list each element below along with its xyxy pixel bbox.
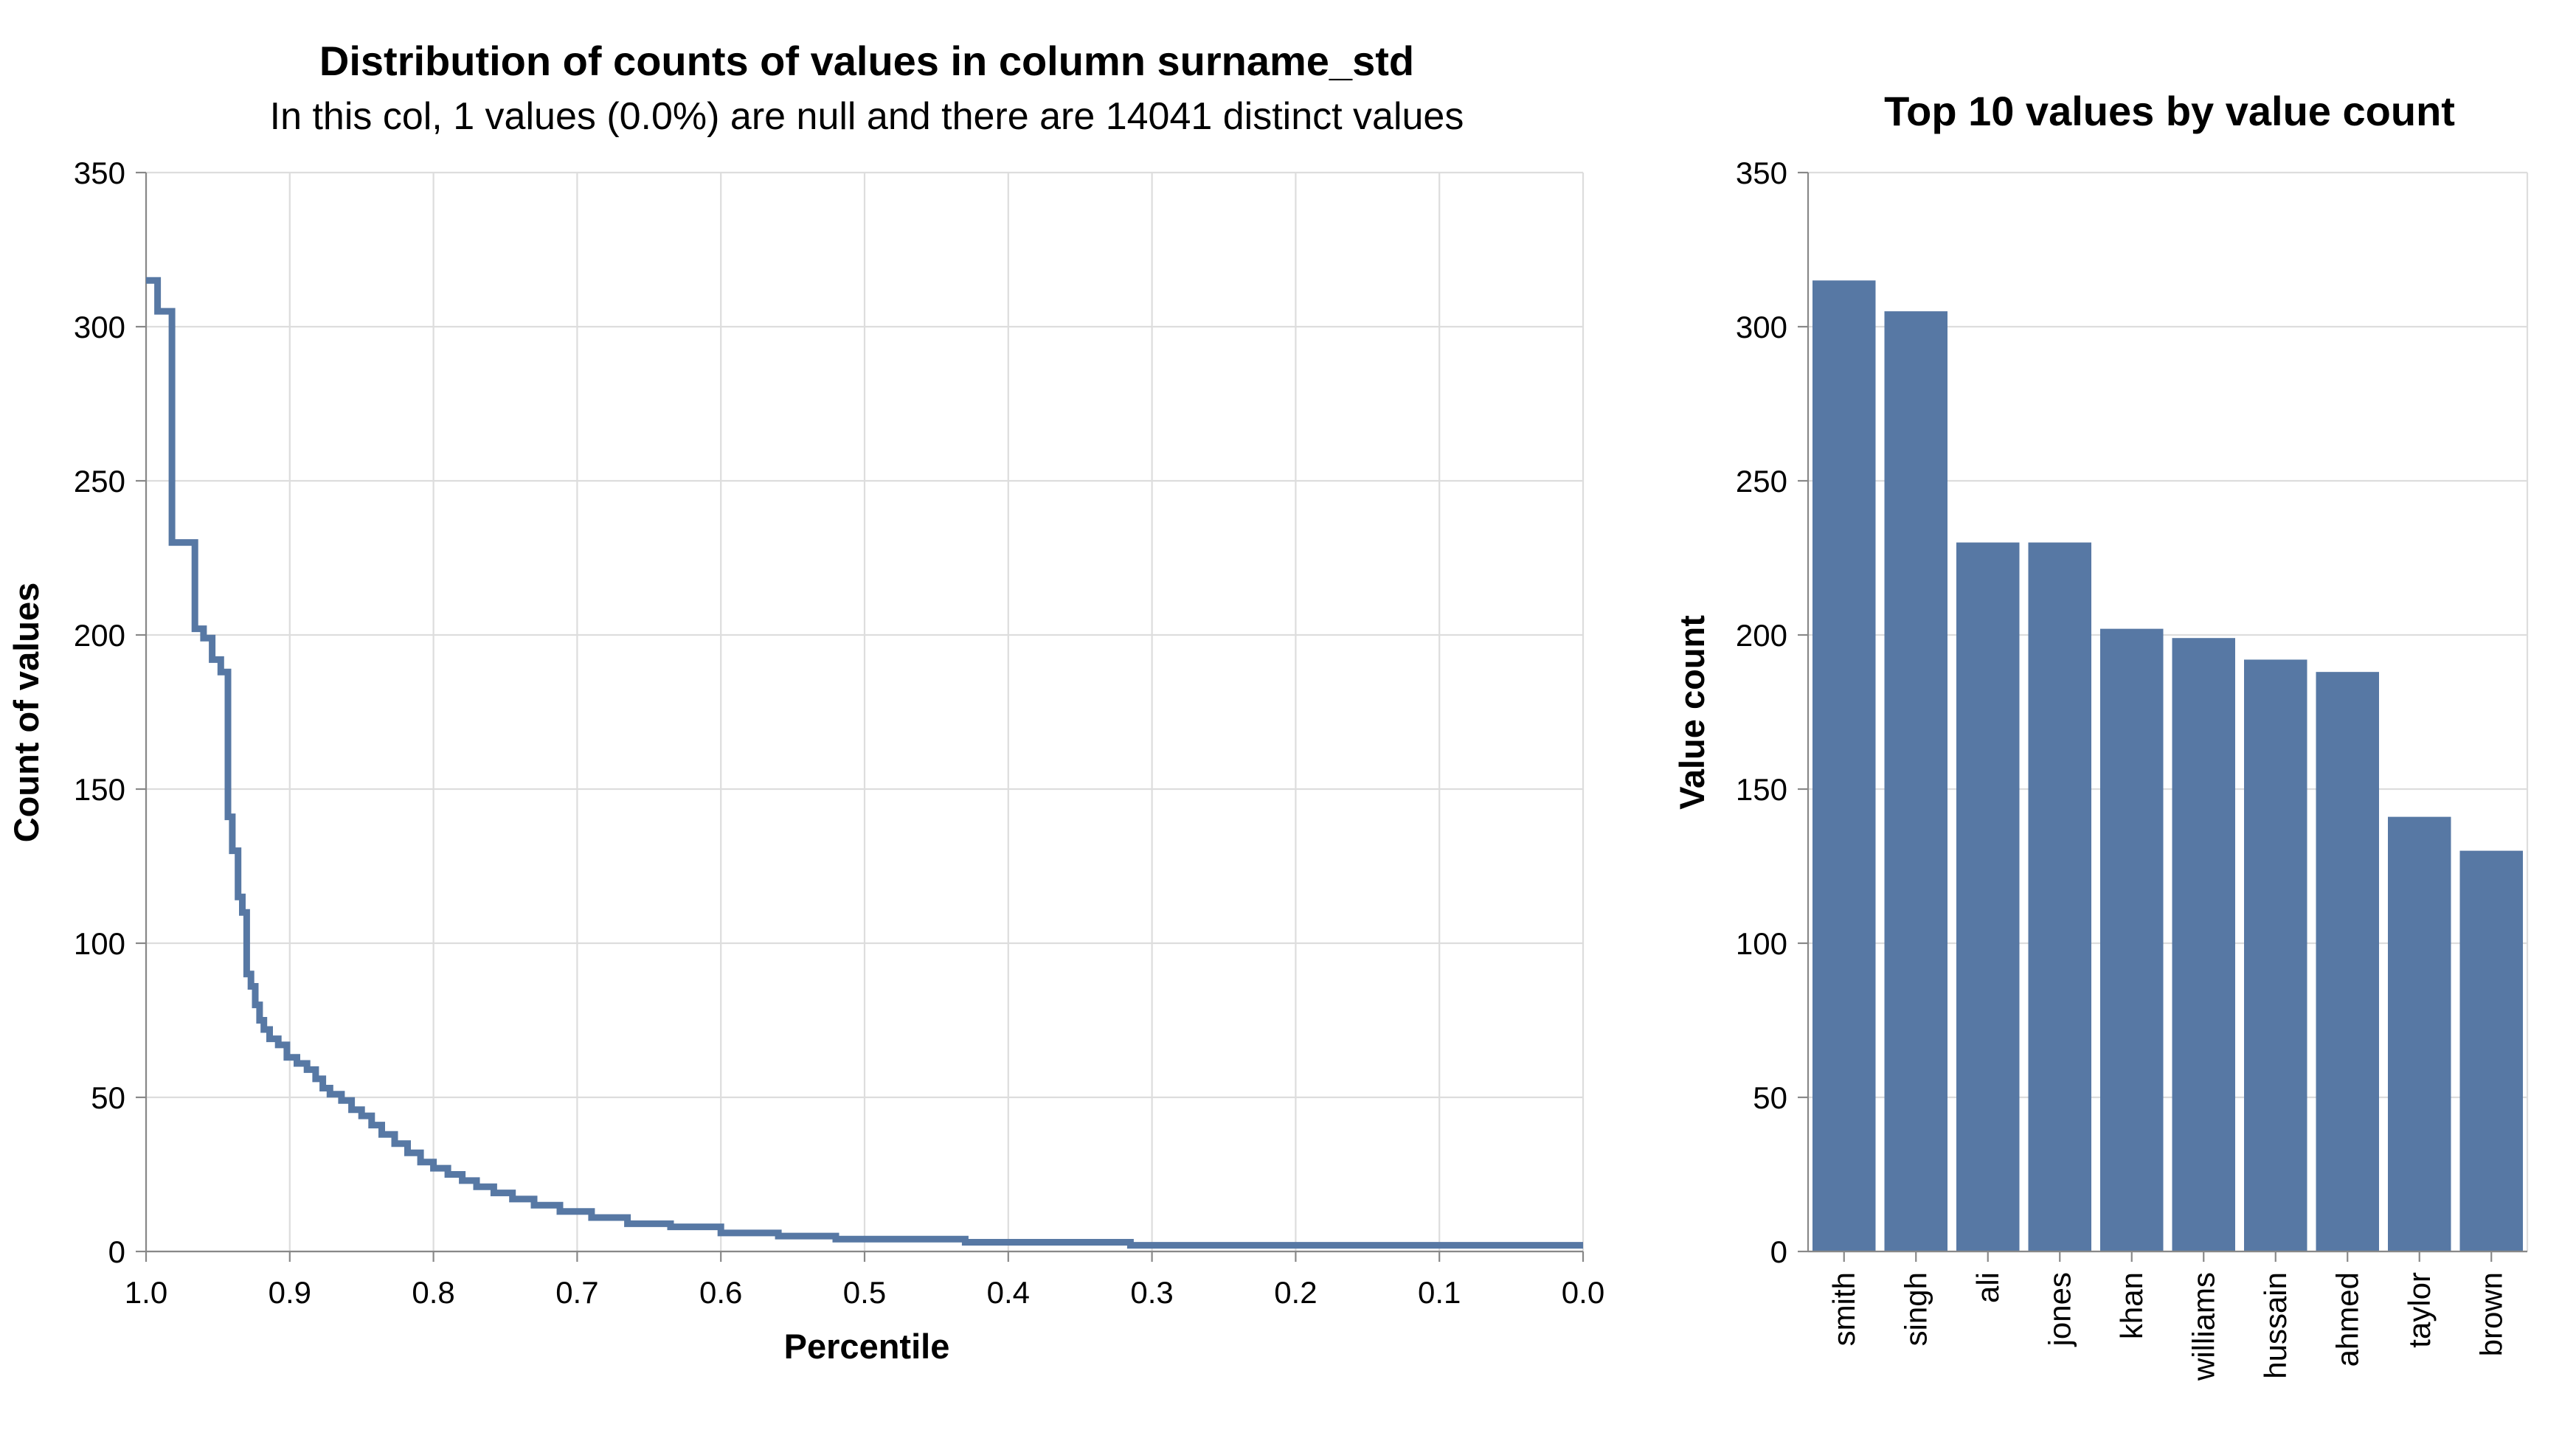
x-tick-label: 0.9 bbox=[269, 1275, 311, 1310]
x-tick-label: 0.8 bbox=[412, 1275, 454, 1310]
bar-williams bbox=[2172, 638, 2235, 1251]
bar-ali bbox=[1956, 542, 2020, 1251]
x-tick-label: 0.5 bbox=[843, 1275, 886, 1310]
x-tick-label: brown bbox=[2473, 1272, 2508, 1356]
bar-hussain bbox=[2244, 659, 2307, 1251]
x-axis-title: Percentile bbox=[784, 1327, 950, 1366]
x-tick-label: taylor bbox=[2402, 1272, 2437, 1348]
x-tick-label: 0.7 bbox=[555, 1275, 598, 1310]
y-tick-label: 100 bbox=[1736, 926, 1787, 961]
x-tick-label: hussain bbox=[2258, 1272, 2293, 1379]
x-tick-label: singh bbox=[1898, 1272, 1933, 1346]
x-tick-label: williams bbox=[2186, 1272, 2220, 1381]
x-tick-label: 0.6 bbox=[699, 1275, 742, 1310]
y-tick-label: 0 bbox=[108, 1235, 125, 1269]
x-tick-label: 0.0 bbox=[1562, 1275, 1604, 1310]
bar-smith bbox=[1812, 280, 1876, 1251]
y-tick-label: 150 bbox=[1736, 772, 1787, 807]
bar-taylor bbox=[2388, 816, 2451, 1251]
bar-khan bbox=[2100, 628, 2164, 1251]
y-tick-label: 0 bbox=[1770, 1235, 1787, 1269]
chart-title: Top 10 values by value count bbox=[1884, 88, 2455, 134]
percentile-distribution-chart: Distribution of counts of values in colu… bbox=[7, 38, 1604, 1366]
x-tick-label: jones bbox=[2042, 1272, 2077, 1347]
bar-series bbox=[1812, 280, 2523, 1252]
axes: 0 50 100 150 200 250 300 350 smith singh ali jones k… bbox=[1736, 156, 2527, 1381]
bar-brown bbox=[2459, 850, 2523, 1251]
bar-jones bbox=[2028, 542, 2091, 1251]
bar-singh bbox=[1884, 311, 1947, 1252]
grid-lines bbox=[145, 171, 1585, 1253]
y-tick-label: 250 bbox=[74, 464, 125, 499]
y-tick-label: 350 bbox=[74, 156, 125, 190]
y-tick-label: 50 bbox=[91, 1080, 125, 1115]
y-tick-label: 50 bbox=[1753, 1080, 1787, 1115]
y-tick-label: 150 bbox=[74, 772, 125, 807]
x-tick-label: ahmed bbox=[2330, 1272, 2364, 1367]
y-tick-label: 200 bbox=[74, 618, 125, 653]
y-axis-title: Value count bbox=[1672, 615, 1711, 810]
chart-title: Distribution of counts of values in colu… bbox=[319, 38, 1414, 84]
x-tick-label: 1.0 bbox=[125, 1275, 167, 1310]
top-values-bar-chart: Top 10 values by value count 0 50 100 150 20… bbox=[1672, 88, 2529, 1381]
x-tick-label: 0.4 bbox=[987, 1275, 1030, 1310]
y-tick-label: 350 bbox=[1736, 156, 1787, 190]
x-tick-label: 0.1 bbox=[1418, 1275, 1461, 1310]
axes: 1.0 0.9 0.8 0.7 0.6 0.5 0.4 0.3 0.2 0.1 0.0 0 50 100 1… bbox=[74, 156, 1604, 1310]
chart-subtitle: In this col, 1 values (0.0%) are null an… bbox=[270, 95, 1464, 138]
x-tick-label: 0.3 bbox=[1130, 1275, 1173, 1310]
bar-ahmed bbox=[2316, 672, 2379, 1251]
y-tick-label: 250 bbox=[1736, 464, 1787, 499]
x-tick-label: 0.2 bbox=[1274, 1275, 1317, 1310]
y-axis-title: Count of values bbox=[7, 583, 46, 843]
line-series bbox=[146, 277, 1583, 1249]
y-tick-label: 300 bbox=[74, 310, 125, 344]
y-tick-label: 200 bbox=[1736, 618, 1787, 653]
step-line bbox=[146, 277, 1583, 1249]
x-tick-label: smith bbox=[1827, 1272, 1861, 1346]
x-tick-label: ali bbox=[1970, 1272, 2005, 1303]
x-tick-label: khan bbox=[2114, 1272, 2149, 1339]
y-tick-label: 300 bbox=[1736, 310, 1787, 344]
y-tick-label: 100 bbox=[74, 926, 125, 961]
